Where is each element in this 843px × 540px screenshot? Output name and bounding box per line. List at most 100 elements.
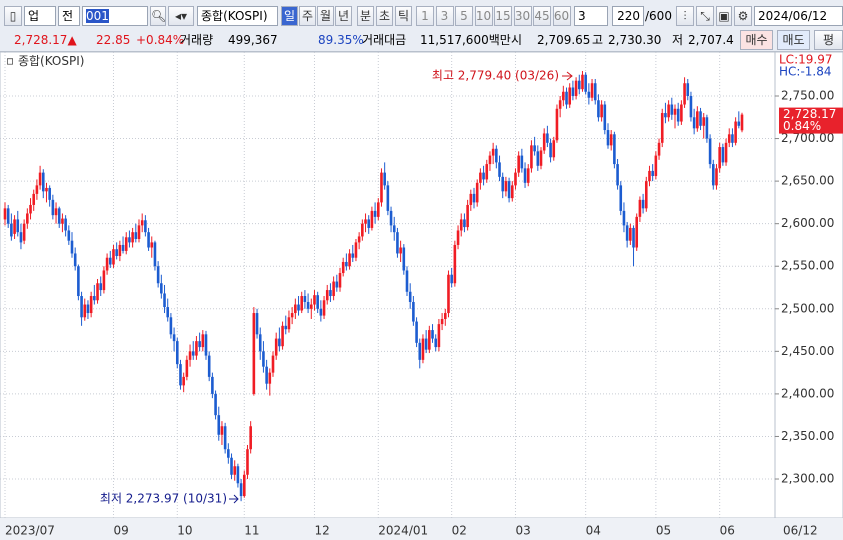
period-button[interactable]: 틱 xyxy=(395,6,412,26)
period-button[interactable]: 분 xyxy=(357,6,374,26)
candle-body xyxy=(367,219,371,228)
code-input[interactable]: 001 xyxy=(82,6,148,26)
candle-body xyxy=(571,87,575,97)
candle-body xyxy=(335,281,339,288)
candle-body xyxy=(140,220,144,226)
custom-select[interactable]: 3 xyxy=(574,6,608,26)
interval-button[interactable]: 30 xyxy=(513,6,532,26)
label: 거래대금 xyxy=(362,33,407,47)
period-button[interactable]: 초 xyxy=(376,6,393,26)
candle-body xyxy=(255,313,259,335)
hc-label: HC:-1.84 xyxy=(779,65,832,79)
icon[interactable]: ▯ xyxy=(4,6,22,26)
type-select[interactable]: 전 xyxy=(58,6,80,26)
period-button[interactable]: 년 xyxy=(335,6,352,26)
candle-body xyxy=(262,351,265,367)
interval-button[interactable]: 1 xyxy=(416,6,434,26)
search[interactable]: 🔍︎ xyxy=(150,6,166,26)
candle-body xyxy=(721,147,725,163)
candle-body xyxy=(504,181,508,192)
icon[interactable]: ⤡ xyxy=(696,6,714,26)
candle-body xyxy=(70,240,74,254)
interval-button[interactable]: 60 xyxy=(552,6,571,26)
icon[interactable]: ⚙ xyxy=(734,6,752,26)
candle-body xyxy=(77,266,80,297)
candle-body xyxy=(456,230,460,245)
interval-button[interactable]: 10 xyxy=(474,6,493,26)
market-select[interactable]: 업 xyxy=(24,6,56,26)
candle-body xyxy=(329,290,332,297)
y-tick-label: 2,300.00 xyxy=(781,472,834,486)
icon[interactable]: ⫶ xyxy=(676,6,694,26)
candle-body xyxy=(629,227,632,241)
candle-body xyxy=(482,172,485,180)
avg-button[interactable]: 평 xyxy=(814,30,843,50)
x-axis-area xyxy=(0,518,843,540)
candle-body xyxy=(32,193,36,205)
candle-body xyxy=(313,295,316,305)
date-input[interactable]: 2024/06/12 xyxy=(754,6,843,26)
name-box: 종합(KOSPI) xyxy=(197,6,278,26)
last-price: 2,728.17 xyxy=(783,107,836,121)
candle-body xyxy=(163,293,166,308)
volume: 499,367 xyxy=(228,33,278,47)
candle-body xyxy=(453,244,457,284)
candle-body xyxy=(562,91,565,101)
sound[interactable]: ◂▾ xyxy=(168,6,194,26)
candle-body xyxy=(364,219,367,224)
candle-body xyxy=(680,104,683,122)
candle-body xyxy=(418,342,422,360)
buy-button[interactable]: 매수 xyxy=(740,30,773,50)
candle-body xyxy=(281,325,284,347)
candle-body xyxy=(182,376,185,386)
interval-button[interactable]: 3 xyxy=(435,6,454,26)
candle-body xyxy=(41,172,45,192)
candle-body xyxy=(699,111,702,126)
candle-body xyxy=(102,270,106,291)
period-button[interactable]: 월 xyxy=(317,6,334,26)
candle-body xyxy=(160,283,163,294)
interval-button[interactable]: 15 xyxy=(494,6,512,26)
candle-body xyxy=(172,334,176,342)
price: 2,728.17▲ xyxy=(14,30,77,50)
candle-body xyxy=(48,187,51,200)
candle-body xyxy=(297,304,300,311)
candle-body xyxy=(638,199,642,217)
candle-body xyxy=(319,308,323,316)
candle-body xyxy=(565,91,568,105)
candle-body xyxy=(287,317,291,330)
candle-body xyxy=(447,274,450,314)
sell-button[interactable]: 매도 xyxy=(777,30,810,50)
candle-body xyxy=(201,334,205,348)
candle-body xyxy=(718,147,721,169)
candle-body xyxy=(316,295,319,309)
candle-body xyxy=(587,91,591,98)
code: 001 xyxy=(86,9,109,23)
candle-body xyxy=(479,172,482,183)
interval-button[interactable]: 5 xyxy=(455,6,473,26)
candle-body xyxy=(440,319,444,325)
candle-body xyxy=(724,142,728,163)
candle-body xyxy=(306,301,310,309)
period-button[interactable]: 일 xyxy=(281,6,298,26)
candle-body xyxy=(278,338,281,347)
candle-body xyxy=(510,185,514,199)
candle-body xyxy=(731,134,734,143)
candle-body xyxy=(619,185,623,211)
toolbar: ▯ 업 전 001 🔍︎ ◂▾ 종합(KOSPI) 3 220 /600 ⫶ ⤡… xyxy=(0,0,843,52)
open: 2,709.65 xyxy=(537,33,591,47)
candle-body xyxy=(45,187,48,192)
candle-body xyxy=(128,237,131,243)
candle-body xyxy=(198,341,201,348)
candle-body xyxy=(740,114,744,131)
period-button[interactable]: 주 xyxy=(299,6,316,26)
candle-body xyxy=(402,247,406,271)
candle-body xyxy=(549,142,552,158)
interval-button[interactable]: 45 xyxy=(533,6,551,26)
candle-body xyxy=(622,210,626,226)
candle-body xyxy=(466,204,469,228)
icon[interactable]: ▣ xyxy=(716,6,732,26)
count-input[interactable]: 220 xyxy=(612,6,644,26)
candle-body xyxy=(265,366,268,384)
